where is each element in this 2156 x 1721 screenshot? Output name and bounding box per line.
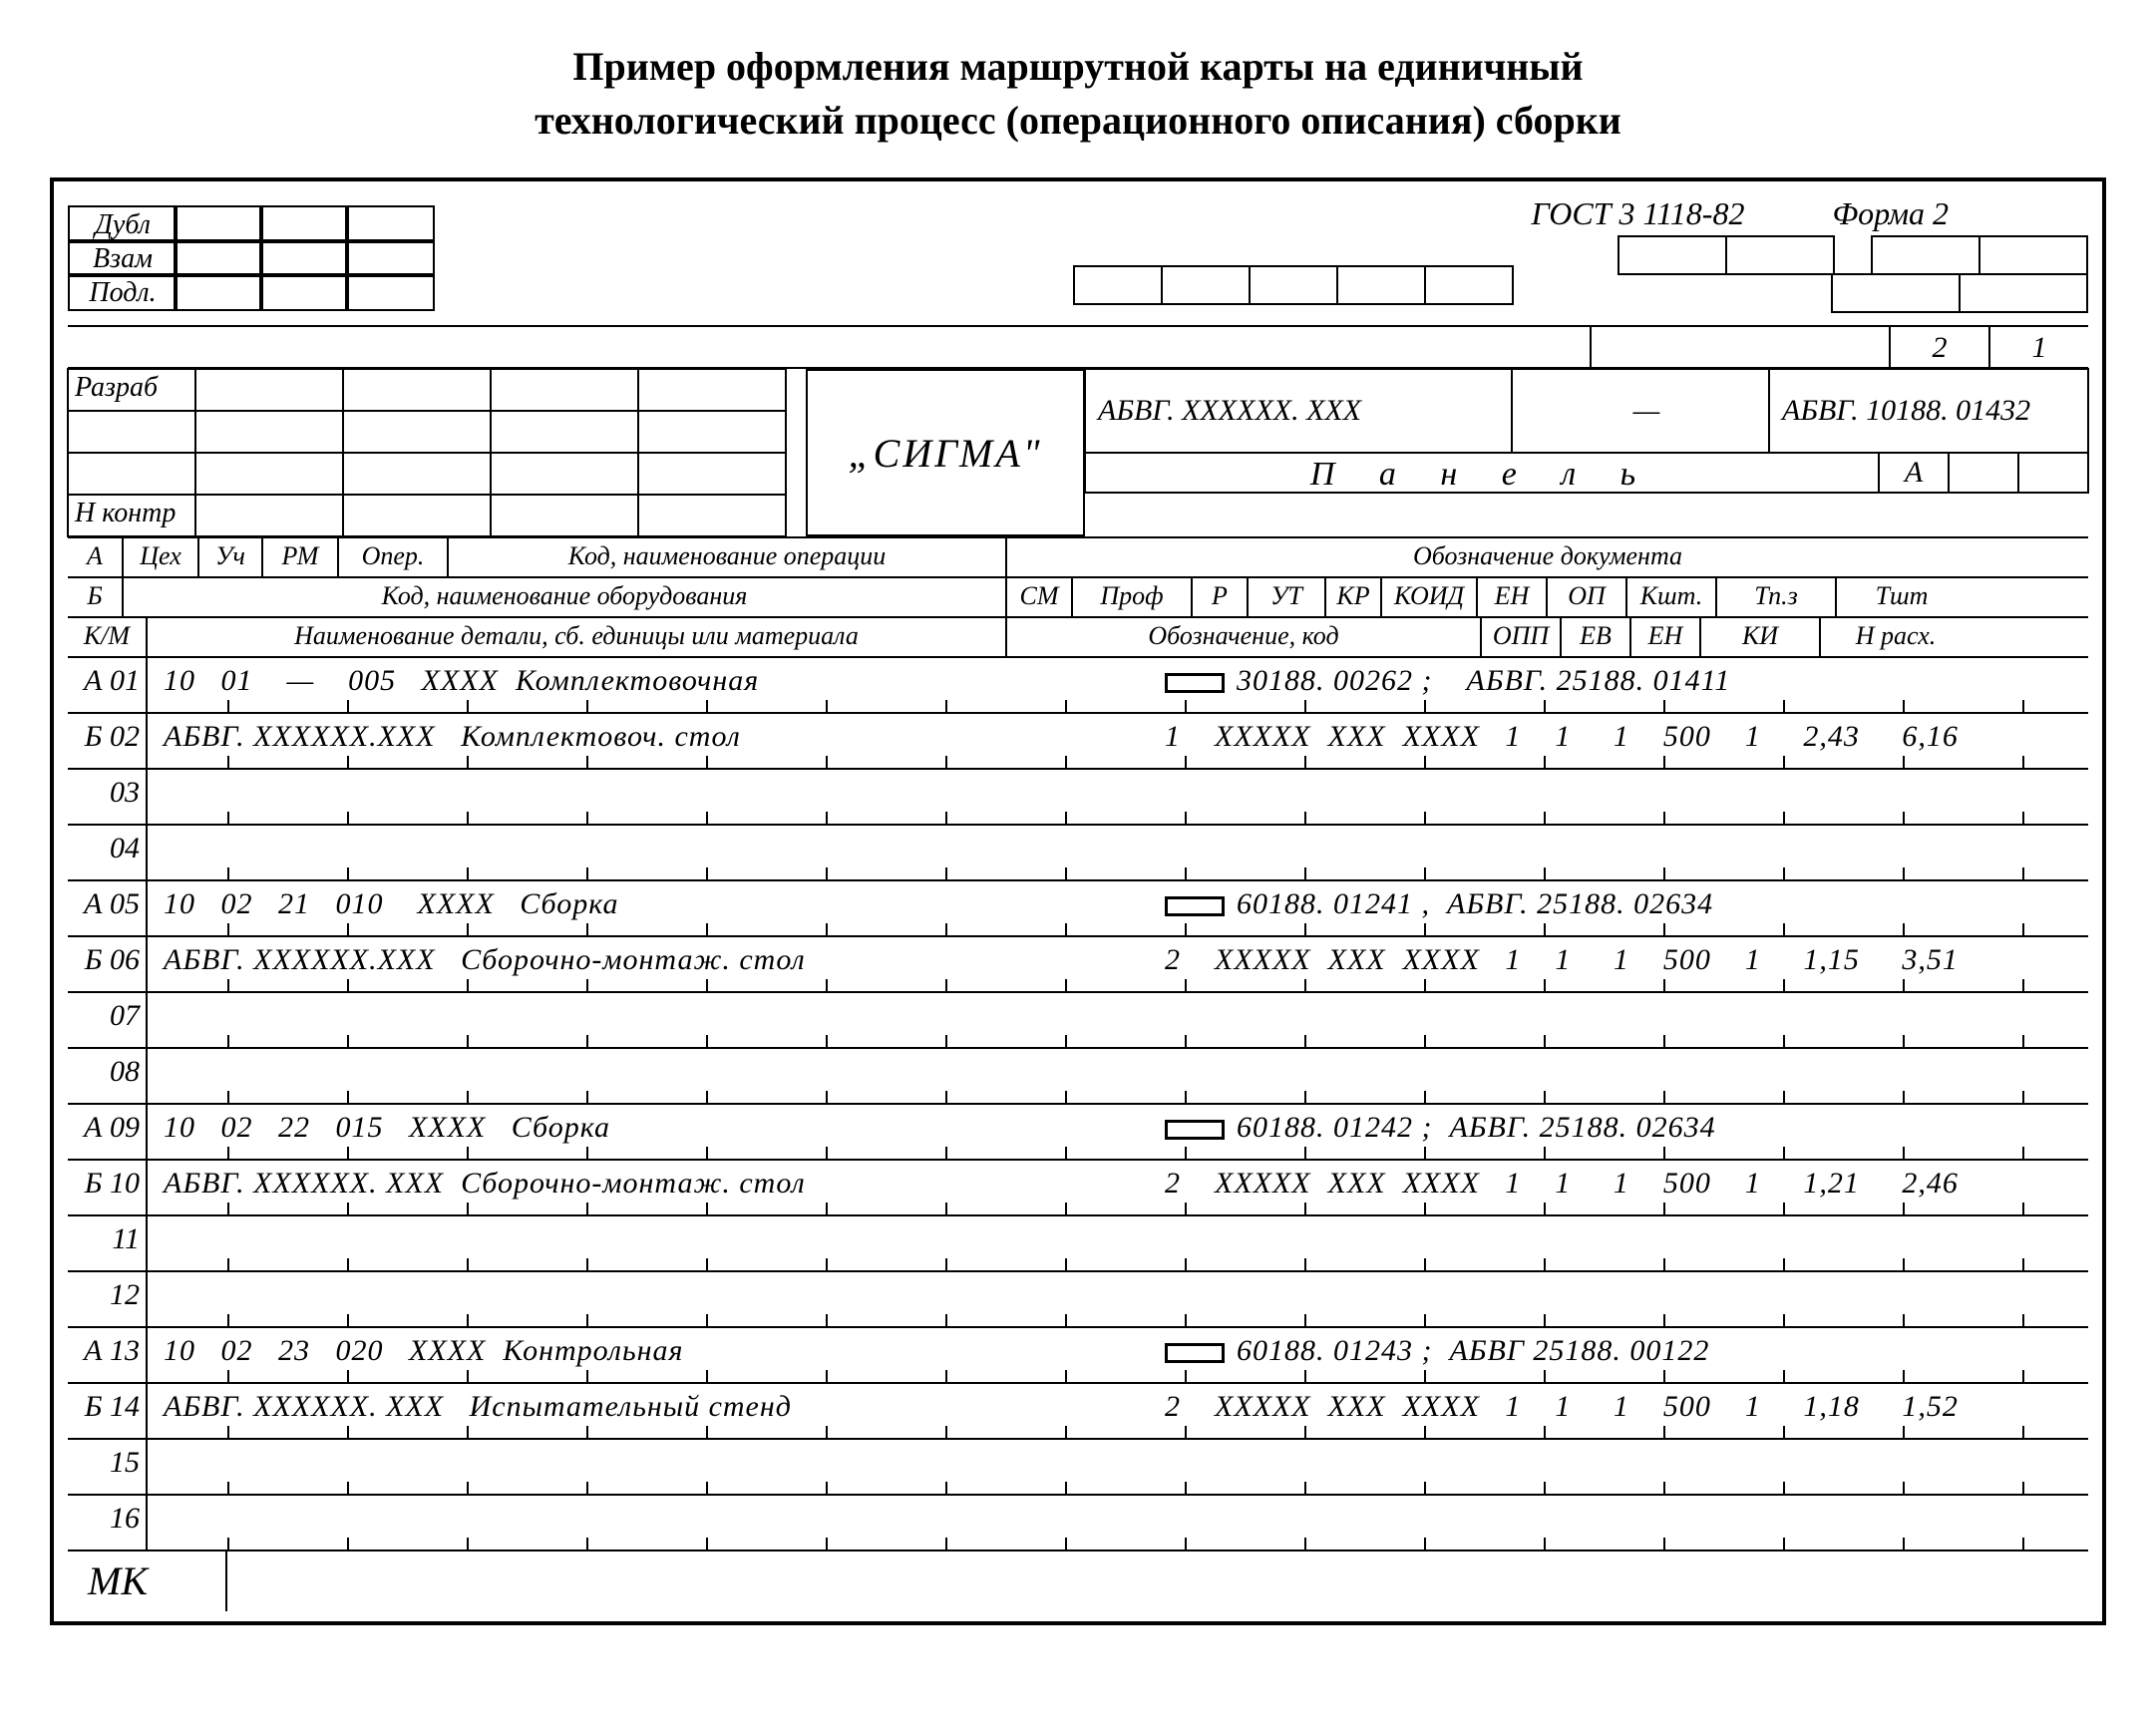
row-08: 08 [68,1049,2088,1105]
row-06: Б 06 АБВГ. ХХХХХХ.ХХХ Сборочно-монтаж. с… [68,937,2088,993]
col-header-b: Б Код, наименование оборудования СМ Проф… [68,578,2088,618]
gost-label: ГОСТ 3 1118-82 Форма 2 [1532,195,2029,232]
title-line-2: технологический процесс (операционного о… [535,98,1621,143]
nkontr-label: Н контр [67,494,196,537]
row-01: А 01 10 01 — 005 ХХХХ Комплектовочная 30… [68,658,2088,714]
razrab-label: Разраб [67,368,196,412]
status-block: Дубл Взам Подл. [68,205,435,311]
product-name-row: П а н е л ь А [1084,452,2089,494]
org-name: „СИГМА" [806,369,1085,536]
col-header-km: К/М Наименование детали, сб. единицы или… [68,618,2088,658]
dubl-label: Дубл [68,205,178,243]
row-15: 15 [68,1440,2088,1496]
row-07: 07 [68,993,2088,1049]
page-title: Пример оформления маршрутной карты на ед… [50,40,2106,148]
podl-label: Подл. [68,273,178,311]
header-cells-right [1833,273,2088,313]
form-header: ГОСТ 3 1118-82 Форма 2 Дубл Взам Подл. [68,195,2088,325]
rect-icon [1165,673,1225,693]
row-02: Б 02 АБВГ. ХХХХХХ.ХХХ Комплектовоч. стол… [68,714,2088,770]
route-card-form: ГОСТ 3 1118-82 Форма 2 Дубл Взам Подл. [50,177,2106,1625]
doc-code-2: АБВГ. 10188. 01432 [1768,368,2089,454]
row-10: Б 10 АБВГ. ХХХХХХ. ХХХ Сборочно-монтаж. … [68,1161,2088,1216]
title-block: Разраб Н контр „СИГМА" АБВГ. ХХХХХХ. ХХХ… [68,369,2088,538]
mk-footer: МК [68,1551,2088,1611]
row-12: 12 [68,1272,2088,1328]
row-03: 03 [68,770,2088,826]
row-16: 16 [68,1496,2088,1551]
row-09: А 09 10 02 22 015 ХХХХ Сборка 60188. 012… [68,1105,2088,1161]
doc-code-1: АБВГ. ХХХХХХ. ХХХ [1084,368,1513,454]
page-2: 2 [1889,327,1988,367]
letter-a: А [1878,454,1948,492]
header-cells-top [1619,235,2088,275]
vzam-label: Взам [68,239,178,277]
row-13: А 13 10 02 23 020 ХХХХ Контрольная 60188… [68,1328,2088,1384]
mk-label: МК [68,1551,227,1611]
row-05: А 05 10 02 21 010 ХХХХ Сборка 60188. 012… [68,881,2088,937]
row-14: Б 14 АБВГ. ХХХХХХ. ХХХ Испытательный сте… [68,1384,2088,1440]
page-1: 1 [1988,327,2088,367]
dash: — [1511,368,1770,454]
row-04: 04 [68,826,2088,881]
rect-icon [1165,1120,1225,1140]
title-line-1: Пример оформления маршрутной карты на ед… [572,44,1583,89]
rect-icon [1165,896,1225,916]
col-header-a: А Цех Уч РМ Опер. Код, наименование опер… [68,538,2088,578]
header-mid-cells [1075,265,1514,305]
row-11: 11 [68,1216,2088,1272]
rect-icon [1165,1343,1225,1363]
product-name: П а н е л ь [1086,454,1878,492]
page-number-stripe: 2 1 [68,325,2088,369]
